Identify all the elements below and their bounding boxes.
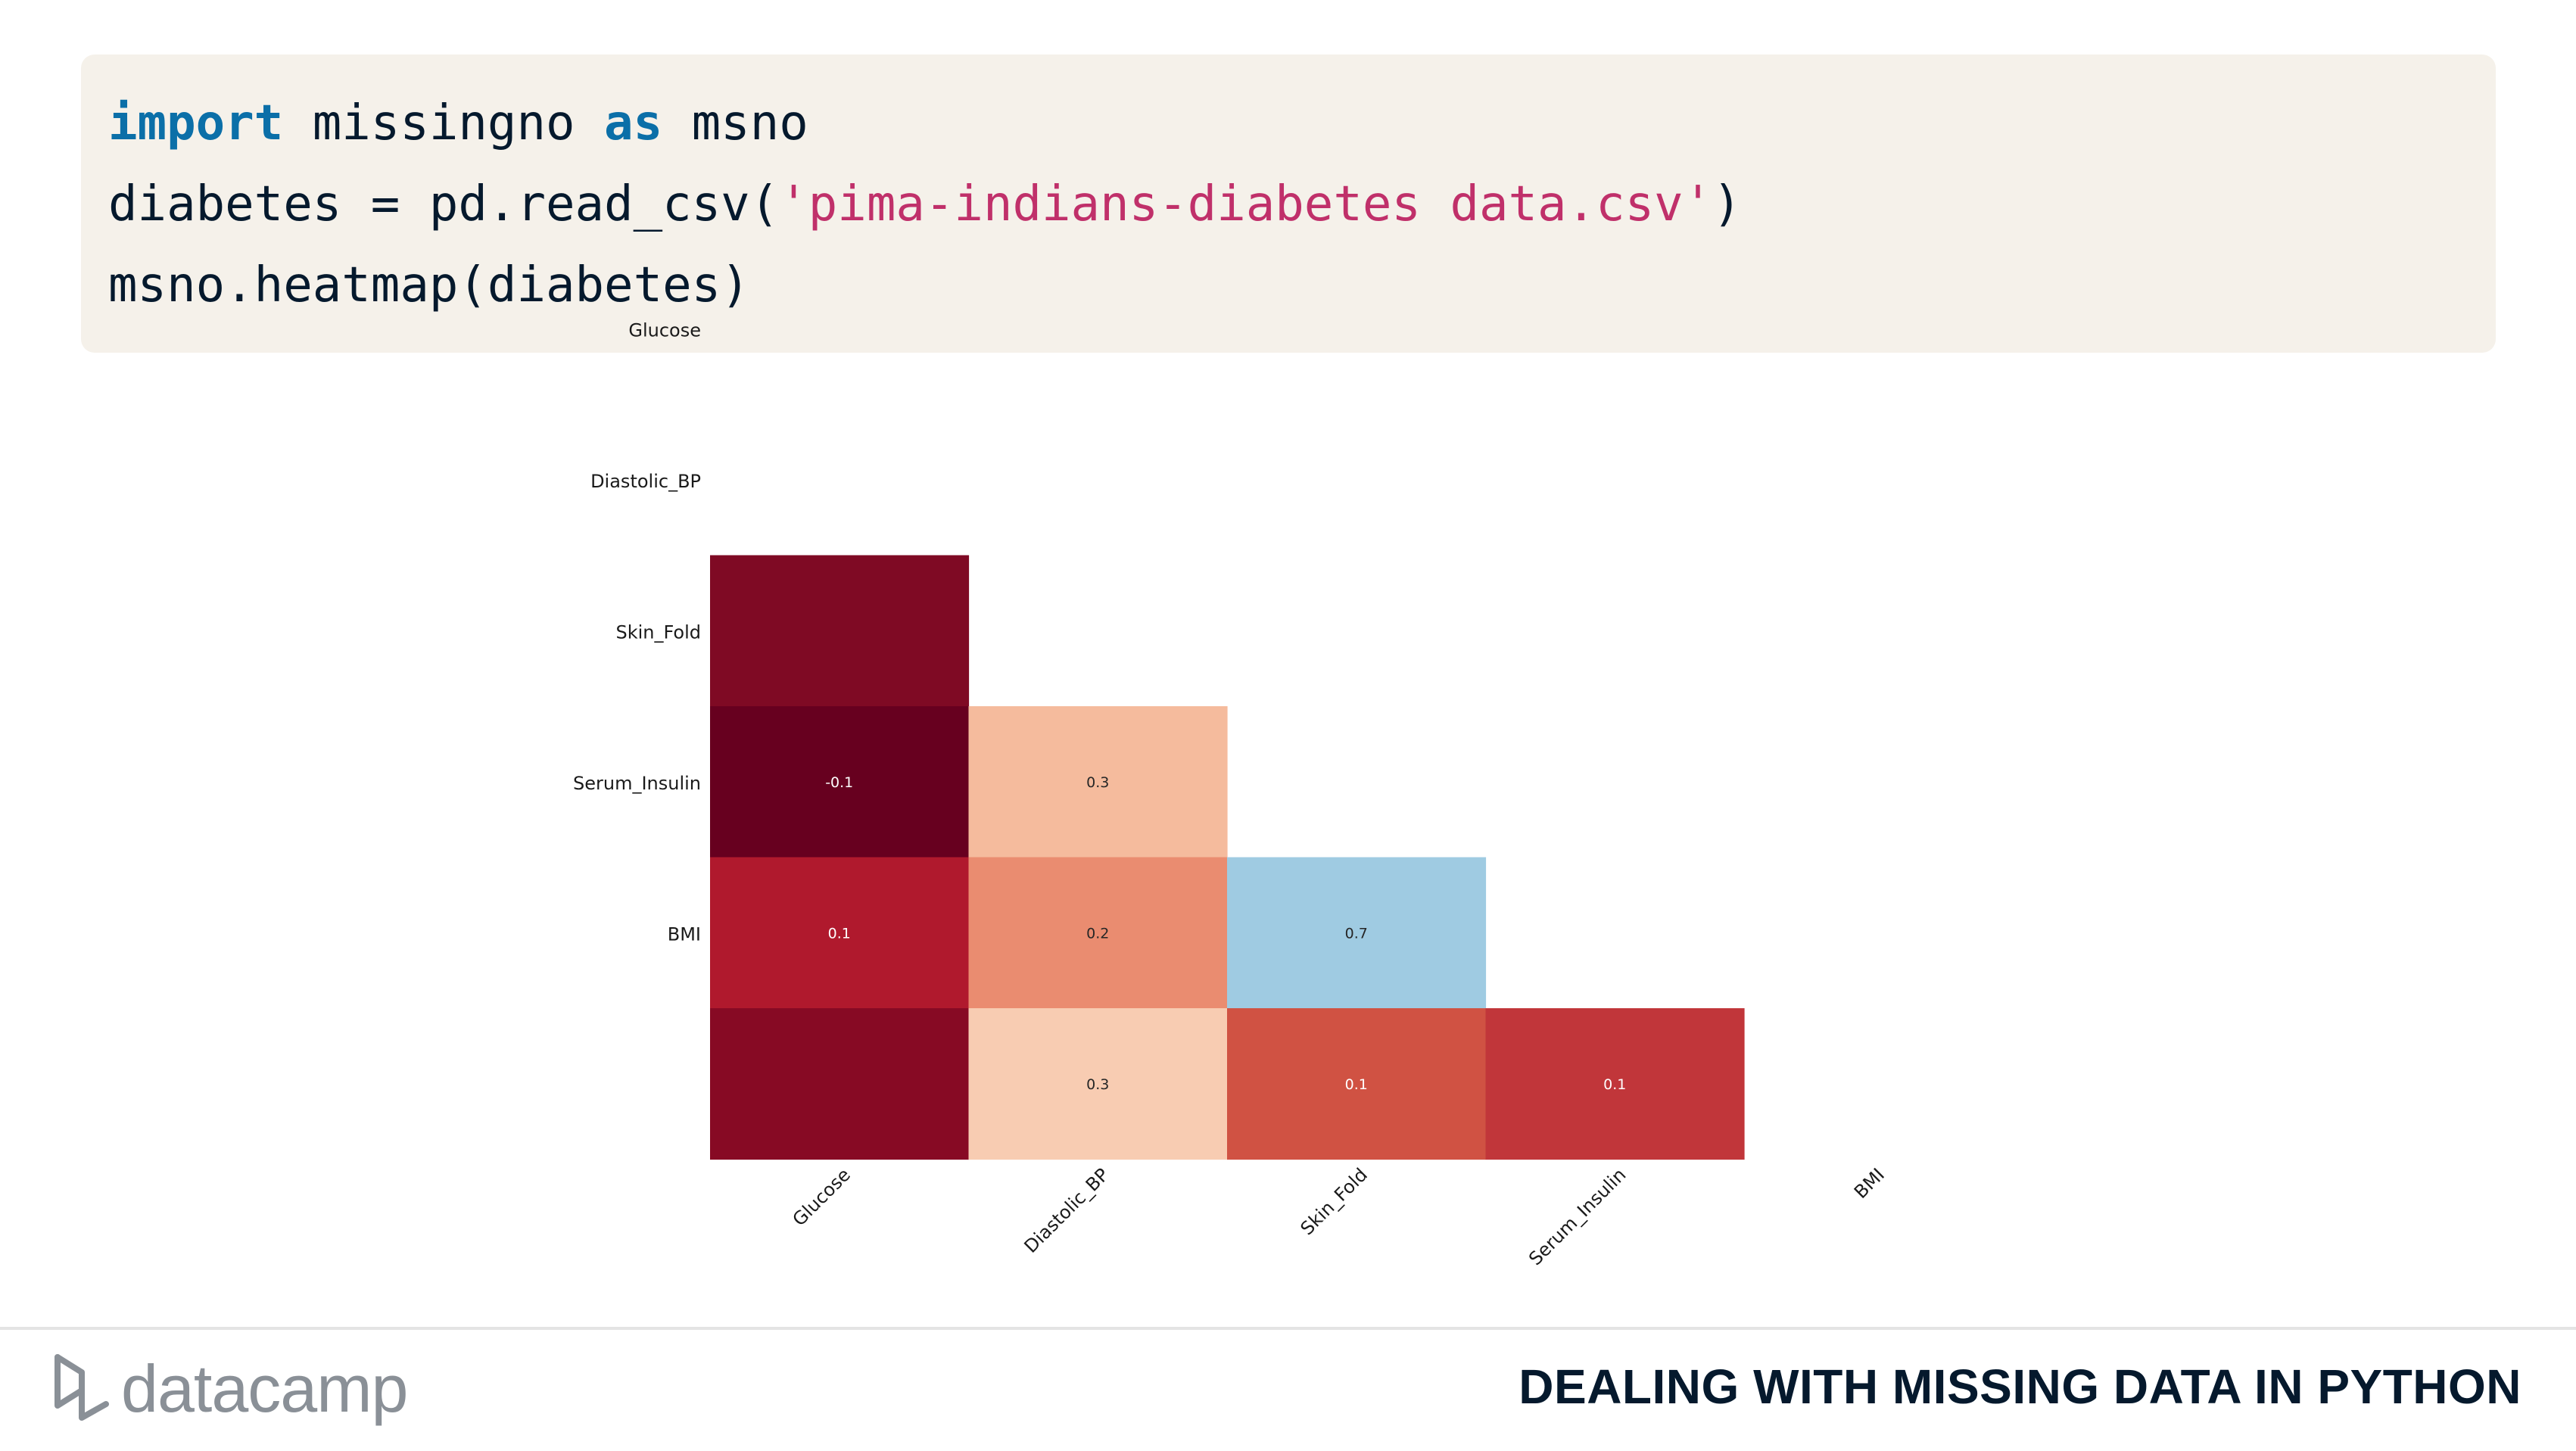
- cell-value-label: 0.1: [1603, 1076, 1626, 1093]
- keyword-as: as: [604, 95, 663, 151]
- datacamp-logo-icon: [55, 1354, 109, 1421]
- code-block: import missingno as msno diabetes = pd.r…: [81, 54, 2496, 353]
- datacamp-logo: datacamp: [51, 1347, 445, 1431]
- x-tick-label: Skin_Fold: [1297, 1164, 1372, 1239]
- cell-value-label: 0.7: [1345, 925, 1368, 942]
- cell-value-label: 0.1: [828, 925, 851, 942]
- x-tick-label: Diastolic_BP: [1020, 1164, 1114, 1257]
- x-tick-label: Glucose: [789, 1164, 855, 1230]
- cell-value-label: 0.1: [1345, 1076, 1368, 1093]
- code-text: ): [1712, 176, 1742, 232]
- course-title: DEALING WITH MISSING DATA IN PYTHON: [1519, 1359, 2521, 1414]
- heatmap-cell-BMI-Serum_Insulin: [1485, 1008, 1745, 1160]
- y-tick-label: Glucose: [628, 319, 701, 341]
- heatmap-cell-BMI-Glucose: [710, 1008, 970, 1160]
- cell-value-label: 0.2: [1086, 925, 1109, 942]
- y-tick-label: BMI: [668, 923, 701, 945]
- x-tick-label: Serum_Insulin: [1525, 1164, 1630, 1269]
- heatmap-cell-BMI-Skin_Fold: [1227, 1008, 1487, 1160]
- footer-divider: [0, 1327, 2576, 1330]
- heatmap-cell-Skin_Fold-Diastolic_BP: [968, 706, 1228, 858]
- code-text: msno: [662, 95, 808, 151]
- heatmap-cell-Diastolic_BP-Glucose: [710, 555, 970, 707]
- heatmap-cell-BMI-Diastolic_BP: [968, 1008, 1228, 1160]
- heatmap-cell-Serum_Insulin-Glucose: [710, 857, 970, 1009]
- x-tick-label: BMI: [1850, 1164, 1889, 1203]
- y-tick-label: Serum_Insulin: [573, 773, 701, 794]
- code-line-3: msno.heatmap(diabetes): [108, 257, 750, 313]
- code-text: diabetes = pd.read_csv(: [108, 176, 780, 232]
- string-literal: 'pima-indians-diabetes data.csv': [779, 176, 1713, 232]
- y-tick-label: Diastolic_BP: [590, 471, 701, 492]
- code-line-1: import missingno as msno: [108, 83, 2496, 164]
- code-line-2: diabetes = pd.read_csv('pima-indians-dia…: [108, 164, 2496, 245]
- brand-name: datacamp: [121, 1351, 408, 1426]
- cell-value-label: 0.3: [1086, 1076, 1109, 1093]
- cell-value-label: 0.3: [1086, 774, 1109, 791]
- heatmap-cell-Serum_Insulin-Diastolic_BP: [968, 857, 1228, 1009]
- heatmap-cell-Skin_Fold-Glucose: [710, 706, 970, 858]
- y-tick-label: Skin_Fold: [615, 621, 701, 643]
- heatmap-cell-Serum_Insulin-Skin_Fold: [1227, 857, 1487, 1009]
- keyword-import: import: [108, 95, 284, 151]
- code-text: missingno: [283, 95, 605, 151]
- cell-value-label: -0.1: [825, 774, 853, 791]
